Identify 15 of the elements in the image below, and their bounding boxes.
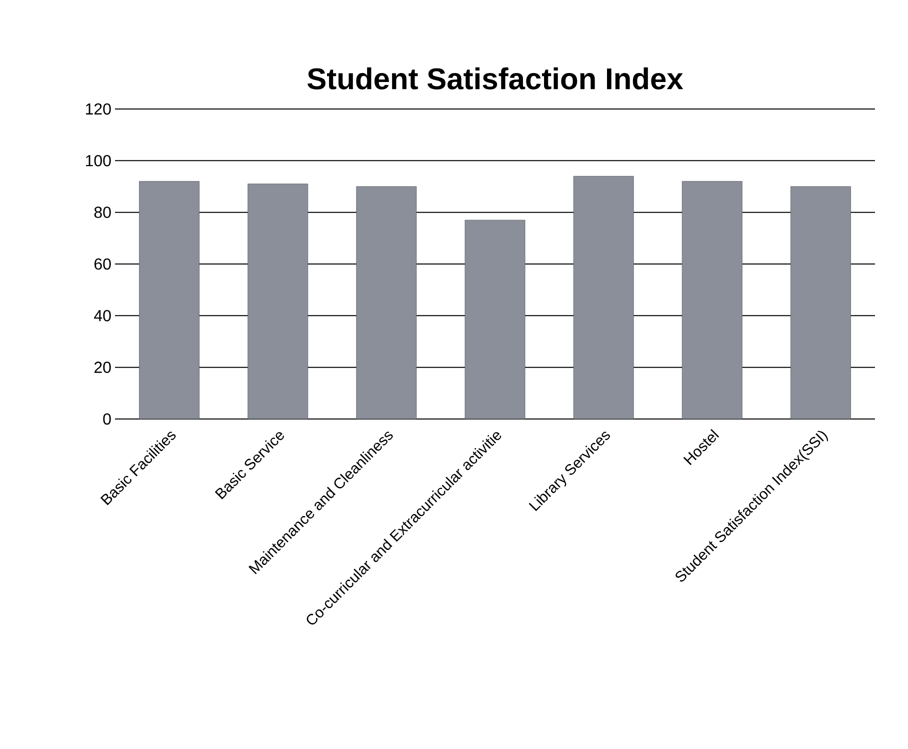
y-tick-label: 80 [94,206,111,218]
y-tick-label: 40 [94,310,111,322]
y-tick-label: 100 [86,155,111,166]
bar [139,181,200,419]
y-tick-label: 60 [94,258,111,270]
bar [682,181,742,419]
bar [464,220,526,419]
y-tick-label: 20 [94,362,111,373]
bar [248,184,308,419]
y-tick-label: 120 [86,103,111,115]
y-tick-label: 0 [103,413,111,425]
bar [356,186,417,419]
bar [573,176,634,419]
chart-title: Student Satisfaction Index [308,67,684,90]
bar [790,186,851,419]
